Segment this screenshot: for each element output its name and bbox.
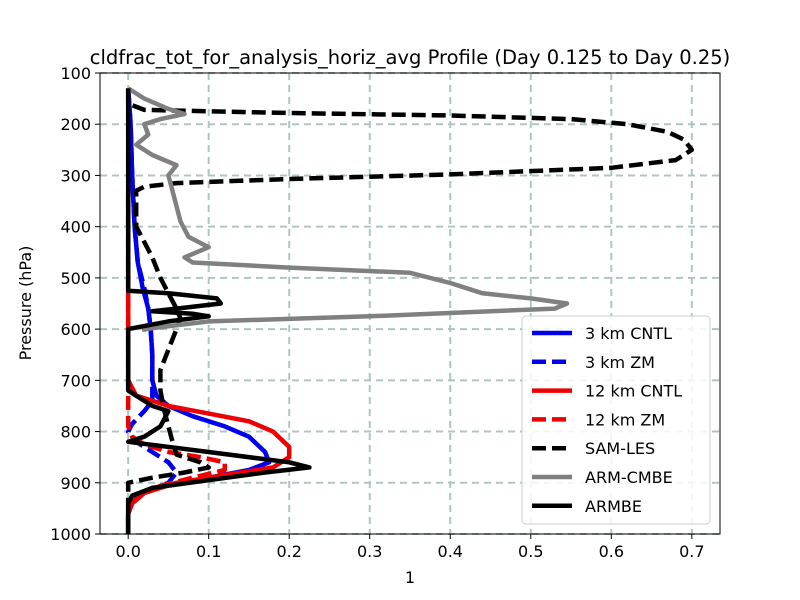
legend-label: ARMBE [585, 497, 642, 516]
y-tick-label: 500 [60, 269, 91, 288]
y-tick-label: 700 [60, 371, 91, 390]
x-axis-title: 1 [405, 568, 415, 587]
chart-title: cldfrac_tot_for_analysis_horiz_avg Profi… [90, 46, 731, 69]
legend-label: 12 km CNTL [585, 382, 682, 401]
axes-frame [99, 72, 721, 535]
y-tick-label: 300 [60, 166, 91, 185]
x-tick-label: 0.5 [518, 542, 543, 561]
y-tick-label: 100 [60, 64, 91, 83]
y-tick-label: 1000 [50, 525, 91, 544]
legend-box [521, 315, 711, 525]
axis-ticks: 0.0 0.1 0.2 0.3 0.4 0.5 0.6 0.7 100 200 300 400 500 6… [50, 64, 704, 561]
legend-label: 3 km ZM [585, 353, 655, 372]
legend: 3 km CNTL 3 km ZM 12 km CNTL 12 km ZM SAM-LE… [521, 315, 711, 525]
plot-frame [99, 72, 721, 535]
x-tick-label: 0.2 [276, 542, 301, 561]
legend-label: 3 km CNTL [585, 324, 672, 343]
plot-lines [125, 86, 695, 534]
series-line-sam-les [125, 88, 695, 534]
legend-label: ARM-CMBE [585, 468, 673, 487]
y-tick-label: 900 [60, 474, 91, 493]
y-tick-label: 200 [60, 115, 91, 134]
y-tick-label: 800 [60, 423, 91, 442]
series-line-arm-cmbe [126, 86, 570, 332]
x-tick-label: 0.0 [115, 542, 140, 561]
y-axis-title: Pressure (hPa) [16, 246, 35, 361]
x-tick-label: 0.3 [357, 542, 382, 561]
x-tick-label: 0.6 [599, 542, 624, 561]
x-tick-label: 0.7 [679, 542, 704, 561]
legend-label: 12 km ZM [585, 410, 665, 429]
series-line-armbe [125, 88, 312, 534]
x-tick-label: 0.1 [196, 542, 221, 561]
y-tick-label: 400 [60, 218, 91, 237]
legend-label: SAM-LES [585, 439, 655, 458]
x-tick-label: 0.4 [438, 542, 463, 561]
y-tick-label: 600 [60, 320, 91, 339]
series-line-3-km-zm [125, 88, 179, 534]
